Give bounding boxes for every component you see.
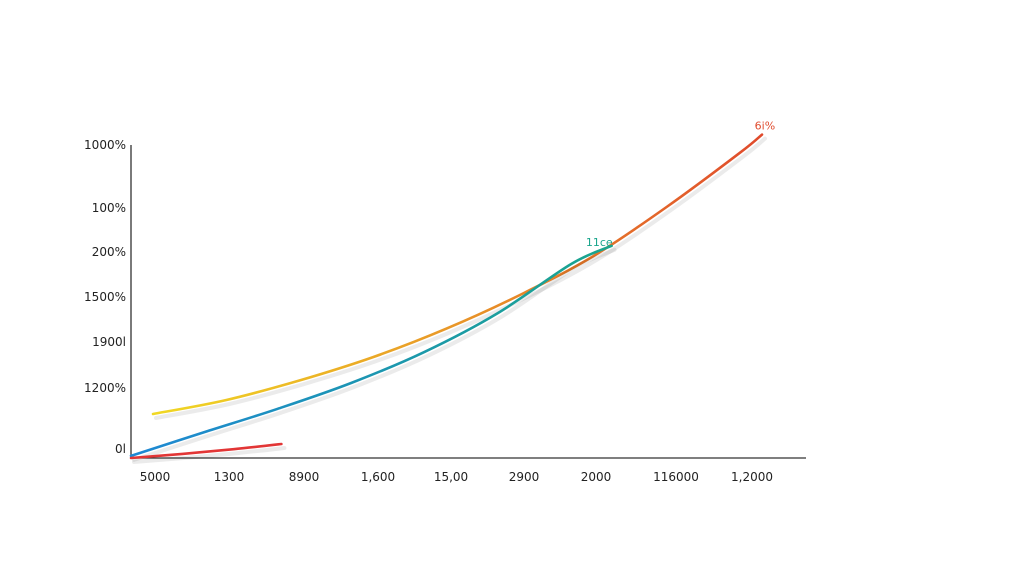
series-lines bbox=[129, 133, 767, 464]
y-tick-label: 0l bbox=[115, 442, 126, 456]
y-tick-label: 100% bbox=[92, 201, 126, 215]
x-tick-label: 1300 bbox=[214, 470, 245, 484]
y-tick-label: 1000% bbox=[84, 138, 126, 152]
series-line-shadow bbox=[154, 136, 767, 420]
y-tick-label: 1900l bbox=[92, 335, 126, 349]
x-tick-label: 8900 bbox=[289, 470, 320, 484]
series-line-shadow bbox=[132, 446, 287, 464]
x-tick-label: 1,600 bbox=[361, 470, 395, 484]
axes bbox=[130, 145, 806, 459]
x-tick-label: 2900 bbox=[509, 470, 540, 484]
x-tick-label: 15,00 bbox=[434, 470, 468, 484]
series-line-2 bbox=[129, 244, 613, 458]
series-line-shadow bbox=[132, 247, 617, 462]
x-tick-label: 1,2000 bbox=[731, 470, 773, 484]
x-tick-labels: 5000 1300 8900 1,600 15,00 2900 2000 116000 1,20… bbox=[140, 470, 773, 484]
series-line-3 bbox=[129, 442, 283, 460]
y-tick-label: 1500% bbox=[84, 290, 126, 304]
y-tick-label: 200% bbox=[92, 245, 126, 259]
series-line-1 bbox=[151, 133, 764, 416]
annotation-label: 11ce bbox=[586, 236, 613, 249]
annotation-label: 6i% bbox=[755, 119, 776, 132]
x-tick-label: 5000 bbox=[140, 470, 171, 484]
x-tick-label: 116000 bbox=[653, 470, 699, 484]
y-tick-labels: 1000% 100% 200% 1500% 1900l 1200% 0l bbox=[84, 138, 126, 456]
annotations: 6i% 11ce bbox=[586, 119, 775, 248]
y-tick-label: 1200% bbox=[84, 381, 126, 395]
x-tick-label: 2000 bbox=[581, 470, 612, 484]
